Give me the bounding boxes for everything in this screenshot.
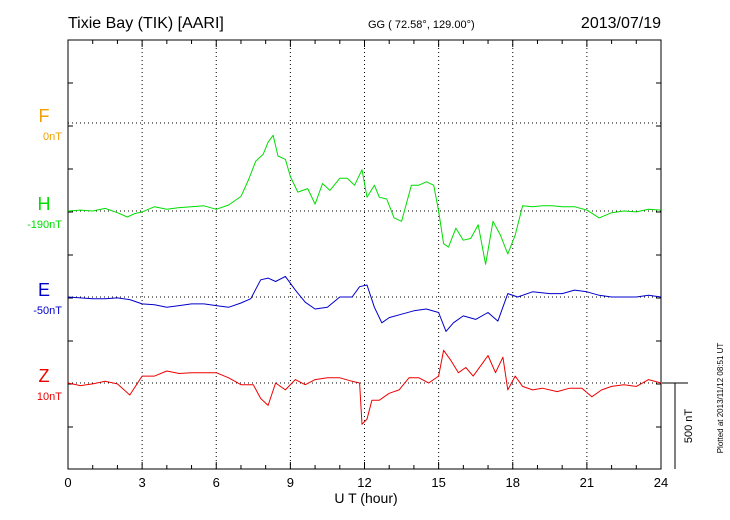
series-name-E: E	[38, 280, 50, 300]
x-tick-label: 21	[580, 475, 594, 490]
x-tick-label-layer: 0 3 6 9 12 15 18 21 24	[64, 475, 668, 490]
x-tick-label: 0	[64, 475, 71, 490]
series-baseline-F: 0nT	[43, 131, 62, 143]
series-line-E	[67, 275, 662, 332]
series-label-layer: F 0nT H -190nT E -50nT Z 10nT	[27, 106, 62, 403]
date-label: 2013/07/19	[581, 15, 661, 32]
plotted-timestamp: Plotted at 2013/11/12 08:51 UT	[716, 343, 725, 454]
series-name-Z: Z	[39, 366, 50, 386]
x-tick-label: 9	[287, 475, 294, 490]
series-baseline-H: -190nT	[27, 219, 62, 231]
plot-area	[67, 39, 662, 470]
series-name-H: H	[38, 194, 51, 214]
x-tick-label: 18	[506, 475, 520, 490]
series-layer	[67, 134, 662, 425]
station-title: Tixie Bay (TIK) [AARI]	[68, 15, 224, 32]
series-baseline-Z: 10nT	[37, 391, 62, 403]
x-tick-label: 6	[213, 475, 220, 490]
x-tick-label: 12	[357, 475, 371, 490]
series-line-Z	[67, 349, 662, 425]
x-tick-label: 24	[654, 475, 668, 490]
series-line-H	[67, 134, 662, 265]
scale-bar-label: 500 nT	[683, 409, 695, 444]
x-axis-title: U T (hour)	[334, 490, 397, 506]
x-tick-label: 3	[139, 475, 146, 490]
series-name-F: F	[39, 106, 50, 126]
station-coordinates: GG ( 72.58°, 129.00°)	[368, 19, 475, 31]
x-tick-label: 15	[431, 475, 445, 490]
series-baseline-E: -50nT	[33, 305, 62, 317]
scale-bar: 500 nT	[662, 382, 695, 469]
